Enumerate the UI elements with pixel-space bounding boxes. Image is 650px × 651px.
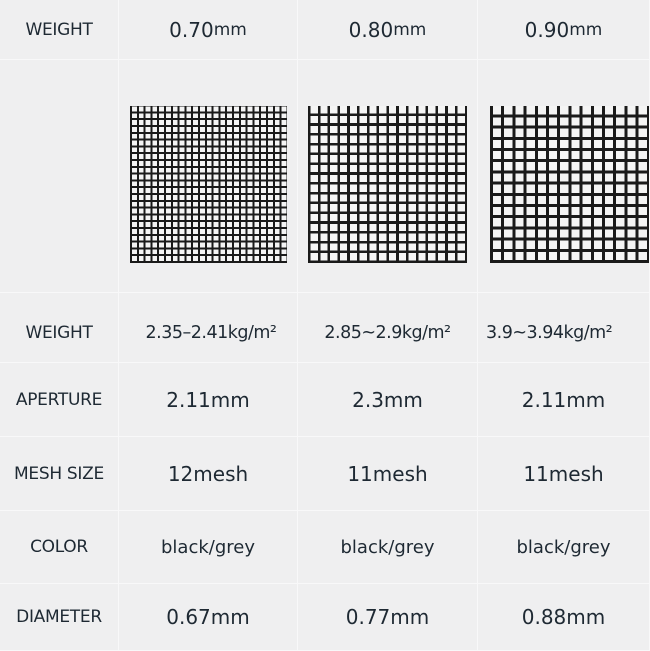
thickness-unit: mm [569,19,603,40]
thickness-value: 0.90 [524,17,570,42]
aperture-value-1: 2.11mm [119,363,298,437]
mesh-swatch-fine-icon [129,106,287,263]
aperture-value-3: 2.11mm [478,363,650,437]
row-label-weight: WEIGHT [0,293,119,363]
color-value-2: black/grey [298,511,478,584]
thickness-value: 0.80 [348,17,394,42]
row-label-aperture: APERTURE [0,363,119,437]
image-cell-2 [298,60,478,293]
header-thickness-3: 0.90 mm [478,0,650,60]
header-thickness-1: 0.70 mm [119,0,298,60]
color-value-1: black/grey [119,511,298,584]
thickness-unit: mm [393,19,427,40]
mesh-size-value-2: 11mesh [298,437,478,511]
mesh-size-value-1: 12mesh [119,437,298,511]
row-label-mesh-size: MESH SIZE [0,437,119,511]
diameter-value-1: 0.67mm [119,584,298,651]
thickness-value: 0.70 [169,17,214,42]
image-row-label [0,60,119,293]
thickness-unit: mm [213,19,247,40]
mesh-size-value-3: 11mesh [478,437,650,511]
image-cell-1 [119,60,298,293]
aperture-value-2: 2.3mm [298,363,478,437]
header-label: WEIGHT [0,0,119,60]
mesh-swatch-coarse-icon [490,106,649,263]
weight-value-3: 3.9~3.94kg/m² [478,293,650,363]
mesh-swatch-medium-icon [308,106,467,263]
row-label-diameter: DIAMETER [0,584,119,651]
header-thickness-2: 0.80 mm [298,0,478,60]
color-value-3: black/grey [478,511,650,584]
image-cell-3 [478,60,650,293]
row-label-color: COLOR [0,511,119,584]
diameter-value-3: 0.88mm [478,584,650,651]
weight-value-2: 2.85~2.9kg/m² [298,293,478,363]
weight-value-1: 2.35–2.41kg/m² [119,293,298,363]
diameter-value-2: 0.77mm [298,584,478,651]
